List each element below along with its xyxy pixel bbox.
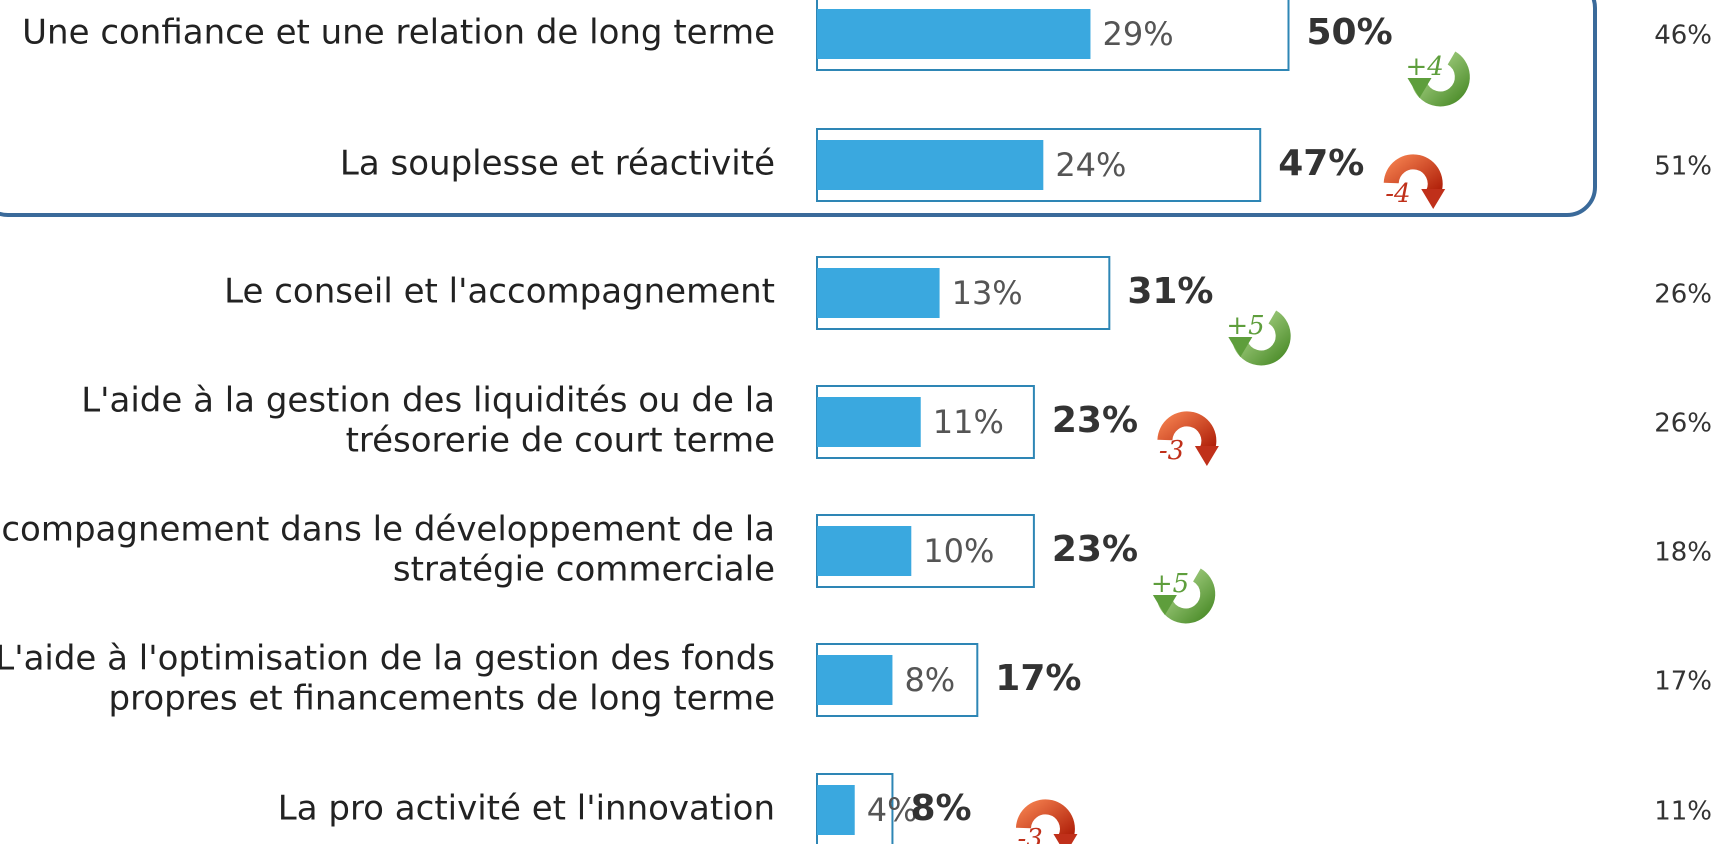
- previous-label: 18%: [1654, 538, 1712, 568]
- change-label: -3: [1159, 436, 1184, 466]
- arrow-head: [1053, 834, 1078, 844]
- first-label: 4%: [867, 791, 918, 829]
- change-label: -3: [1017, 824, 1042, 844]
- category-label: trésorerie de court terme: [346, 421, 775, 461]
- first-bar: [817, 268, 940, 318]
- change-label: +5: [1151, 569, 1189, 599]
- category-label: L'accompagnement dans le développement d…: [0, 510, 775, 550]
- first-bar: [817, 9, 1091, 59]
- first-bar: [817, 785, 855, 835]
- highlight-frame: [0, 0, 1597, 217]
- arrow-head: [1194, 446, 1219, 466]
- first-label: 11%: [933, 403, 1004, 441]
- change-label: +4: [1406, 52, 1444, 82]
- total-label: 17%: [995, 658, 1081, 699]
- category-label: La souplesse et réactivité: [340, 144, 775, 184]
- arrow-arc: [1383, 154, 1443, 197]
- change-label: -4: [1385, 179, 1410, 209]
- change-arrow: [1383, 154, 1446, 209]
- change-arrow: [1015, 799, 1078, 844]
- arrow-head: [1407, 78, 1432, 98]
- category-label: La pro activité et l'innovation: [278, 789, 775, 829]
- total-label: 23%: [1052, 529, 1138, 570]
- first-label: 29%: [1102, 15, 1173, 53]
- first-bar: [817, 526, 912, 576]
- total-label: 23%: [1052, 400, 1138, 441]
- previous-label: 11%: [1654, 797, 1712, 827]
- arrow-arc: [1233, 310, 1291, 366]
- arrow-head: [1228, 337, 1253, 357]
- arrow-head: [1152, 595, 1177, 615]
- arrow-arc: [1157, 568, 1216, 624]
- arrow-arc: [1015, 799, 1075, 842]
- total-label: 47%: [1278, 143, 1364, 184]
- first-label: 10%: [923, 532, 994, 570]
- first-label: 8%: [904, 661, 955, 699]
- first-label: 24%: [1055, 146, 1126, 184]
- previous-label: 51%: [1654, 152, 1712, 182]
- change-arrow: [1407, 51, 1470, 107]
- category-label: stratégie commerciale: [393, 550, 775, 590]
- total-label: 31%: [1127, 271, 1213, 312]
- first-bar: [817, 140, 1044, 190]
- change-arrow: [1152, 568, 1216, 624]
- category-label: L'aide à la gestion des liquidités ou de…: [81, 381, 775, 421]
- total-label: 50%: [1307, 12, 1393, 53]
- change-arrow: [1157, 411, 1219, 466]
- first-bar: [817, 655, 893, 705]
- arrow-arc: [1412, 51, 1470, 107]
- arrow-head: [1421, 189, 1446, 209]
- previous-label: 17%: [1654, 667, 1712, 697]
- change-label: +5: [1226, 311, 1264, 341]
- category-label: propres et financements de long terme: [109, 679, 776, 719]
- category-label: L'aide à l'optimisation de la gestion de…: [0, 639, 775, 679]
- first-label: 13%: [952, 274, 1023, 312]
- change-arrow: [1228, 310, 1291, 366]
- previous-label: 46%: [1654, 21, 1712, 51]
- category-label: Une confiance et une relation de long te…: [22, 13, 775, 53]
- category-label: Le conseil et l'accompagnement: [224, 272, 775, 312]
- first-bar: [817, 397, 921, 447]
- total-label: 8%: [910, 788, 971, 829]
- previous-label: 26%: [1654, 280, 1712, 310]
- arrow-arc: [1157, 411, 1217, 454]
- previous-label: 26%: [1654, 409, 1712, 439]
